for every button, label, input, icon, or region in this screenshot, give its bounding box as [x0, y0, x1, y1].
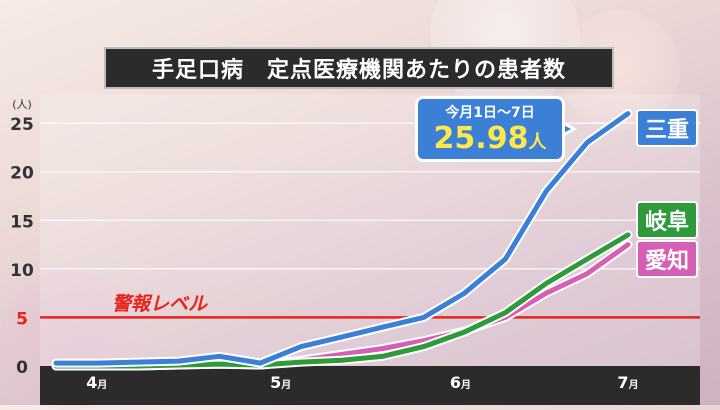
series-line-三重 — [53, 111, 631, 366]
y-axis-unit: (人) — [12, 98, 32, 111]
series-label-gifu: 岐阜 — [636, 201, 698, 239]
y-tick-label: 5 — [16, 309, 28, 329]
series-label-mie: 三重 — [636, 109, 698, 147]
y-tick-label: 15 — [10, 212, 34, 232]
chart-title: 手足口病 定点医療機関あたりの患者数 — [104, 47, 614, 89]
chart-title-text: 手足口病 定点医療機関あたりの患者数 — [151, 58, 566, 83]
callout-caption: 今月1日～7日 — [445, 105, 535, 121]
y-tick-label: 0 — [16, 358, 28, 378]
warning-level-label: 警報レベル — [112, 293, 208, 315]
y-tick-label: 10 — [10, 261, 34, 281]
x-axis-band — [40, 366, 700, 405]
y-tick-label: 25 — [10, 115, 34, 135]
callout-value-line: 25.98人 — [418, 122, 562, 160]
x-tick-label: 5月 — [270, 373, 291, 392]
x-tick-label: 4月 — [86, 373, 107, 392]
callout-unit: 人 — [528, 132, 547, 153]
callout-value: 25.98 — [433, 121, 529, 156]
callout-tail-fill — [560, 123, 571, 135]
y-tick-label: 20 — [10, 164, 34, 184]
x-tick-label: 6月 — [450, 373, 471, 392]
x-tick-label: 7月 — [617, 373, 638, 392]
series-label-aichi: 愛知 — [636, 240, 698, 278]
latest-value-callout: 今月1日～7日 25.98人 — [415, 96, 565, 162]
